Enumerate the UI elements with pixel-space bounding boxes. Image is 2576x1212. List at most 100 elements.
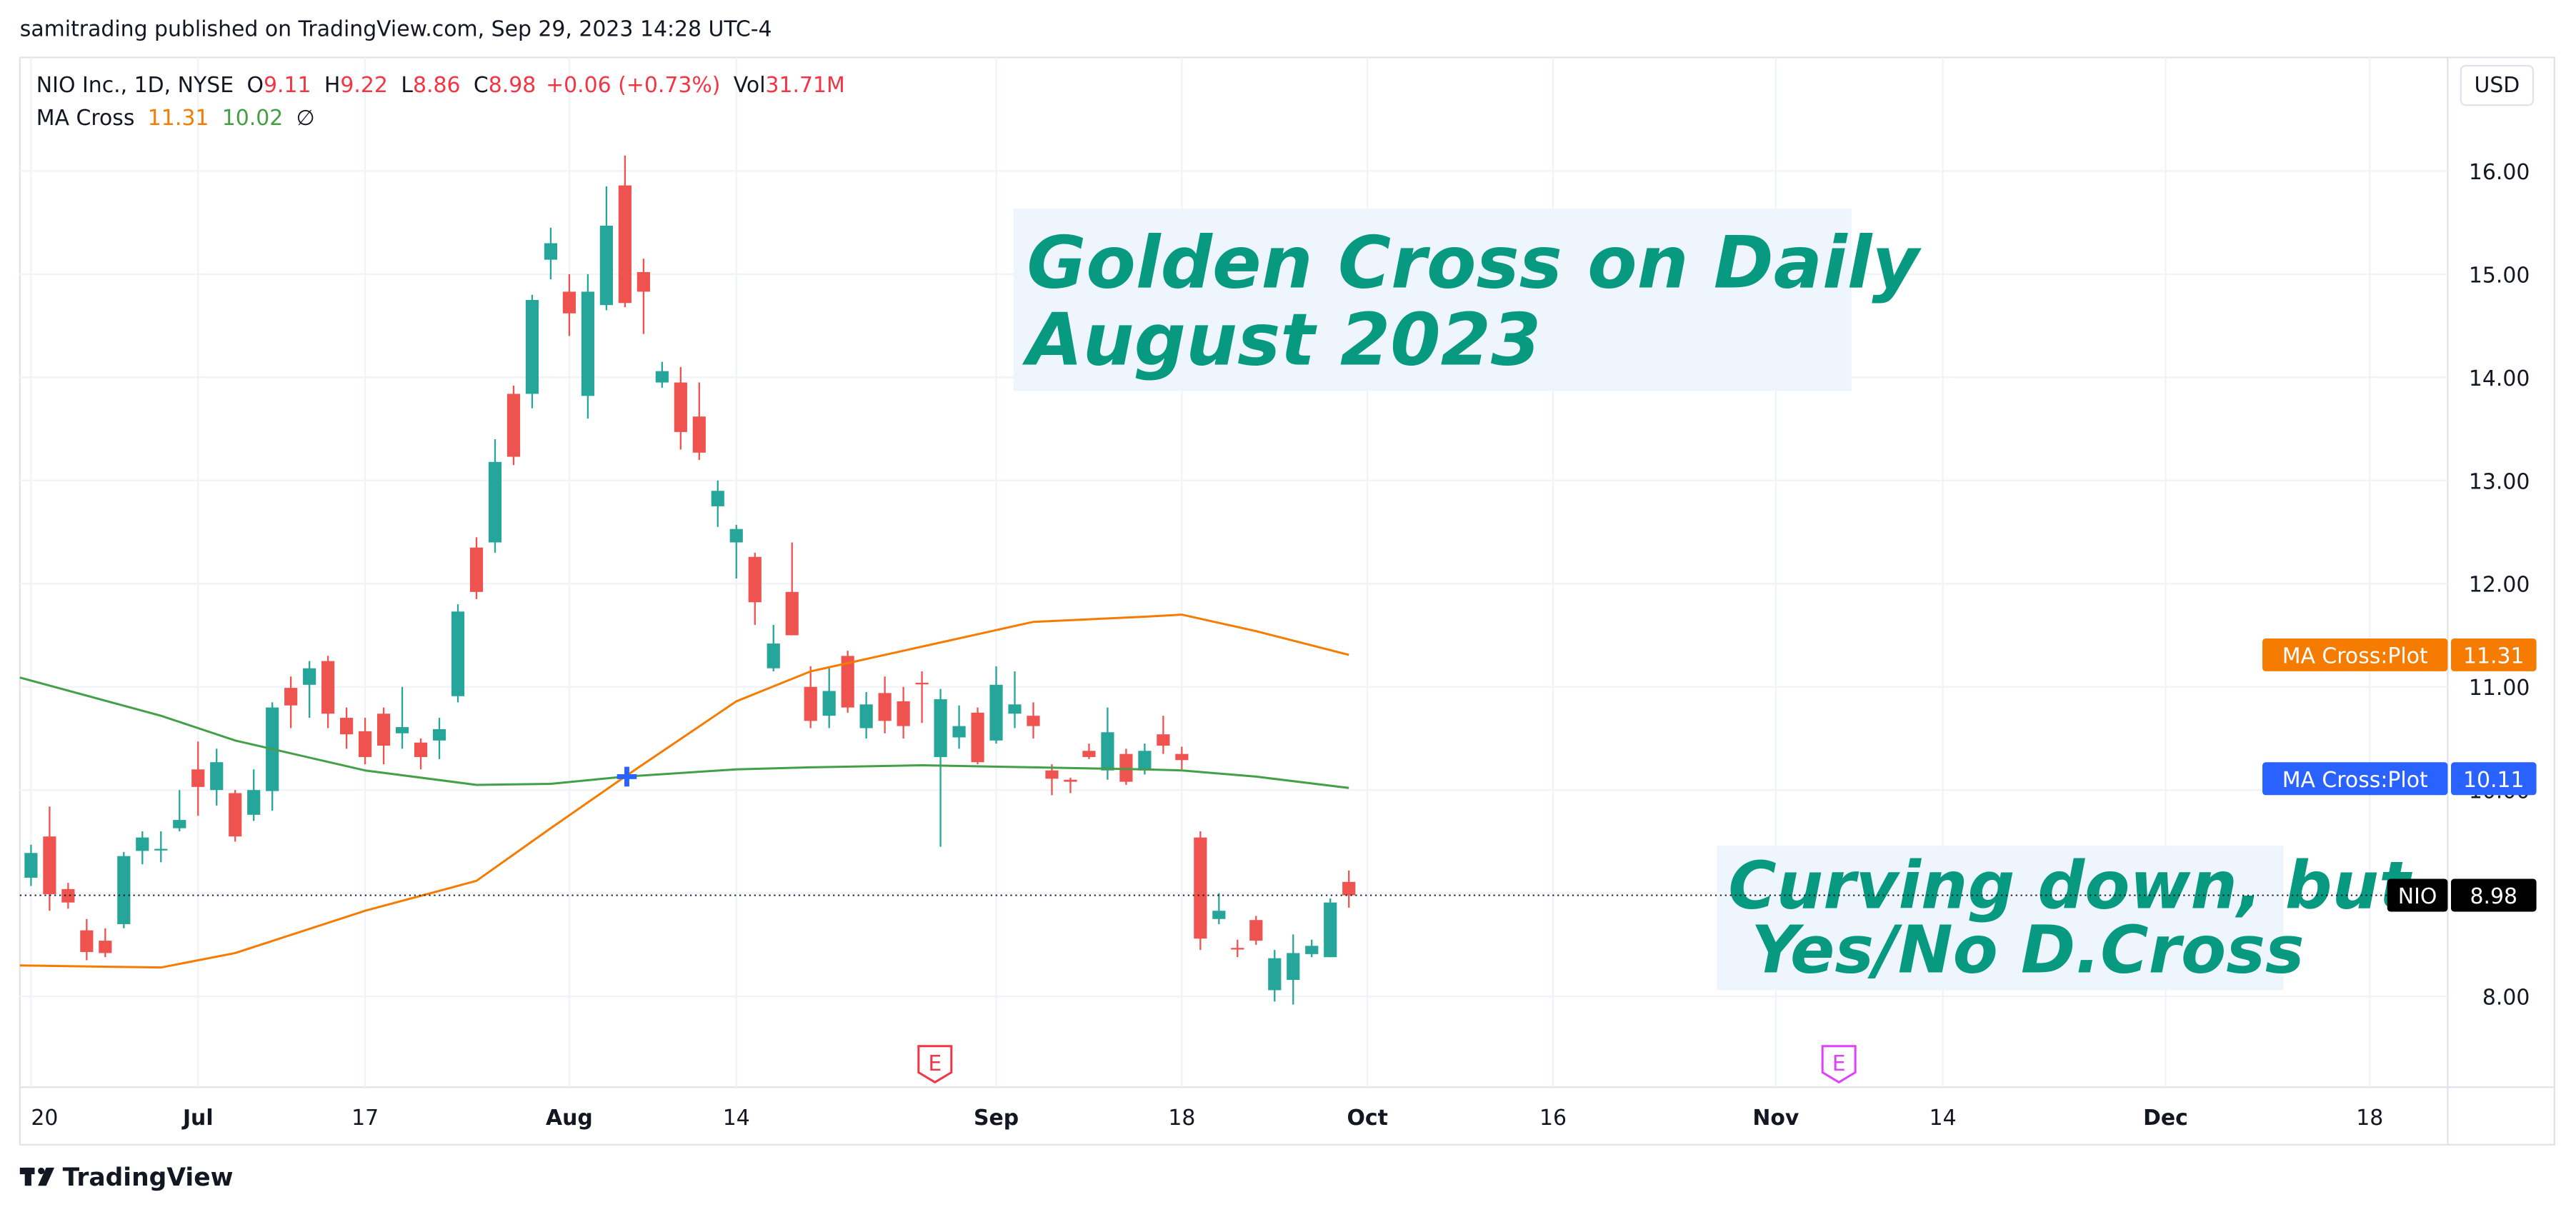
candle-body <box>173 820 186 828</box>
candle-body <box>618 185 631 304</box>
price-label-value-box <box>2451 638 2537 671</box>
candle-body <box>61 888 75 903</box>
price-label-value: 11.31 <box>2463 643 2525 668</box>
candle-body <box>971 712 984 763</box>
x-tick-label: Sep <box>974 1106 1019 1131</box>
x-tick-label: Nov <box>1752 1106 1799 1131</box>
price-label-value-box <box>2451 762 2537 796</box>
candle-body <box>432 728 446 741</box>
annotation-text: Yes/No D.Cross <box>1728 911 2304 988</box>
candle-body <box>43 836 56 895</box>
x-tick-label: 20 <box>31 1106 58 1131</box>
x-tick-label: 18 <box>2356 1106 2383 1131</box>
x-tick-label: 14 <box>1929 1106 1957 1131</box>
candle-body <box>359 731 372 757</box>
candle-body <box>1287 953 1300 980</box>
candle-body <box>488 461 502 543</box>
candle-body <box>506 394 521 457</box>
candle-body <box>1175 753 1189 761</box>
logo <box>19 1167 55 1186</box>
candle-body <box>767 643 780 668</box>
candle-body <box>785 591 799 636</box>
y-tick-label: 14.00 <box>2469 366 2530 391</box>
candle-body <box>989 684 1003 741</box>
plot <box>19 155 2448 1005</box>
price-label-name: MA Cross:Plot <box>2282 768 2428 793</box>
candle-body <box>1008 704 1022 714</box>
x-tick-label: 18 <box>1168 1106 1195 1131</box>
price-label-name-box <box>2387 878 2448 912</box>
candle-body <box>878 693 892 721</box>
candle-body <box>655 371 669 383</box>
candle-body <box>24 853 38 878</box>
change: +0.06 (+0.73%) <box>546 73 720 98</box>
annotation-text: Golden Cross on Daily <box>1027 220 1922 304</box>
candle-body <box>1231 948 1244 950</box>
symbol: NIO Inc., 1D, NYSE <box>36 73 234 98</box>
c-label: C <box>474 73 489 98</box>
candle-body <box>1212 911 1226 919</box>
candle-body <box>952 726 966 738</box>
candle-body <box>210 762 224 791</box>
candle-body <box>804 686 817 721</box>
candle-body <box>692 416 706 453</box>
candle-body <box>376 713 391 746</box>
candle-body <box>284 688 298 706</box>
candle-body <box>934 699 947 757</box>
candle-body <box>897 701 910 726</box>
candle-body <box>1101 732 1114 771</box>
candle-body <box>711 491 724 506</box>
currency-box[interactable] <box>2460 64 2535 106</box>
price-label-value-box <box>2451 878 2537 912</box>
indicator: MA Cross <box>36 106 135 131</box>
x-tick-label: 14 <box>723 1106 750 1131</box>
candle-body <box>581 291 594 396</box>
candle-body <box>340 718 354 735</box>
candle-body <box>1082 751 1096 757</box>
candle-body <box>191 769 205 787</box>
candle-body <box>1064 779 1077 782</box>
candle-body <box>1268 958 1282 991</box>
annotation-box <box>1717 846 2284 991</box>
candle-body <box>1119 753 1133 782</box>
x-tick-label: 17 <box>351 1106 379 1131</box>
y-tick-label: 11.00 <box>2469 676 2530 701</box>
candle-body <box>1305 946 1319 954</box>
candle-body <box>1342 881 1356 896</box>
candle-body <box>841 656 854 708</box>
candle-body <box>915 682 929 685</box>
candle-body <box>1194 837 1207 939</box>
y-tick-label: 13.00 <box>2469 469 2530 494</box>
frame <box>19 56 2556 1146</box>
l-value: 8.86 <box>413 73 461 98</box>
ma-line <box>19 613 1349 969</box>
price-label-name-box <box>2262 762 2448 796</box>
vol-value: 31.71M <box>766 73 845 98</box>
vol-label: Vol <box>734 73 766 98</box>
l-label: L <box>401 73 413 98</box>
event-marker <box>917 1045 953 1084</box>
candle-body <box>1324 902 1337 958</box>
candle-body <box>1249 920 1263 941</box>
price-label-name-box <box>2262 638 2448 671</box>
candle-body <box>822 691 836 716</box>
currency[interactable]: USD <box>2474 73 2520 98</box>
candle-body <box>1138 751 1152 771</box>
candle-body <box>321 661 335 714</box>
candle-body <box>117 856 131 924</box>
candle-body <box>395 727 409 733</box>
candle-body <box>1157 734 1170 746</box>
indicator-line: MA Cross 11.31 10.02 ∅ <box>36 106 315 131</box>
candle-body <box>154 848 168 851</box>
ma-slow: 10.02 <box>222 106 284 131</box>
annotation-box <box>1013 209 1852 391</box>
candle-body <box>99 941 112 953</box>
empty-sign: ∅ <box>296 106 315 131</box>
brand: TradingView <box>63 1163 234 1192</box>
candle-body <box>729 529 743 543</box>
candle-body <box>229 793 242 837</box>
candle-body <box>1045 770 1059 779</box>
x-tick-label: Aug <box>546 1106 593 1131</box>
